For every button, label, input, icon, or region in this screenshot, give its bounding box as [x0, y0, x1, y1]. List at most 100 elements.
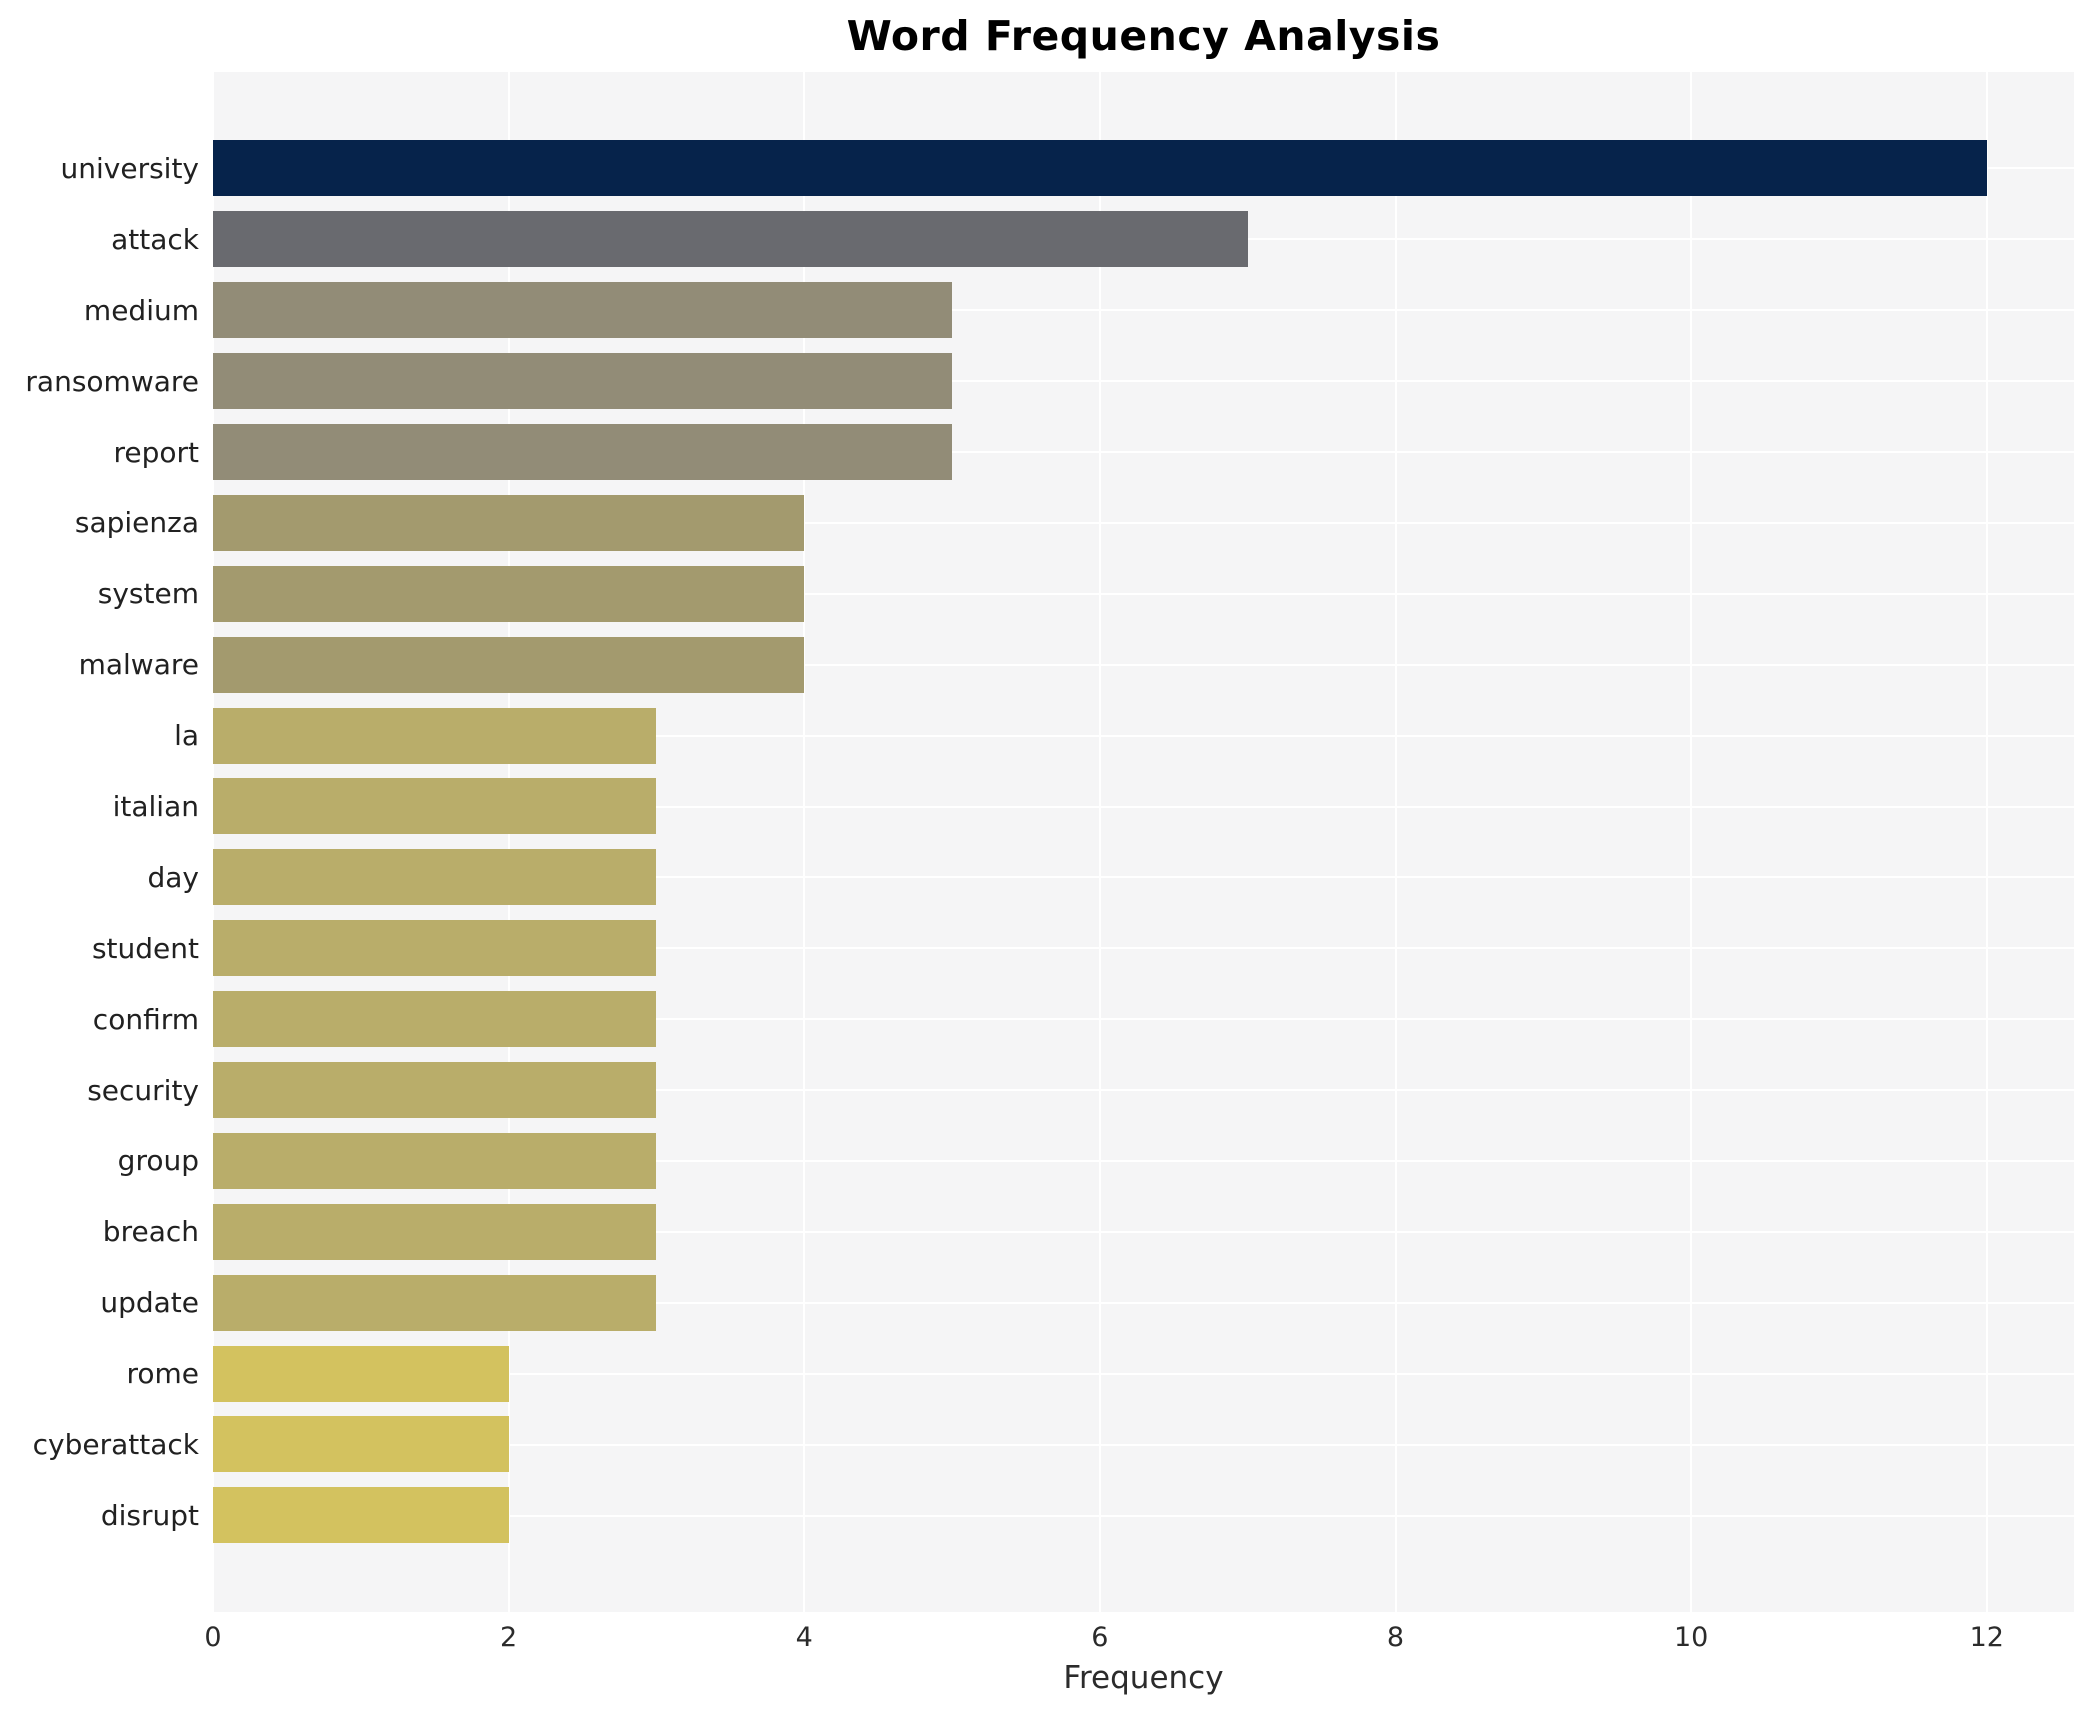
- title-row: Word Frequency Analysis: [213, 0, 2074, 72]
- y-tick-label: day: [147, 860, 199, 894]
- y-tick-label: report: [113, 435, 199, 469]
- bar-group: [213, 1132, 657, 1189]
- y-gridline: [213, 1514, 2074, 1517]
- x-gridline: [507, 72, 510, 1612]
- bar-row: [213, 1196, 2074, 1267]
- y-gridline: [213, 309, 2074, 312]
- y-gridline: [213, 380, 2074, 383]
- y-gridline: [213, 805, 2074, 808]
- bar-row: [213, 1338, 2074, 1409]
- bar-rome: [213, 1345, 509, 1402]
- bar-row: [213, 1055, 2074, 1126]
- bar-row: [213, 133, 2074, 204]
- y-tick-label: ransomware: [25, 364, 199, 398]
- y-tick-label: student: [91, 931, 199, 965]
- x-tick-label: 0: [204, 1622, 222, 1653]
- y-gridline: [213, 1089, 2074, 1092]
- bar-la: [213, 707, 657, 764]
- bar-sapienza: [213, 494, 805, 551]
- y-gridline: [213, 734, 2074, 737]
- x-gridline: [1394, 72, 1397, 1612]
- bars-layer: [213, 72, 2074, 1551]
- chart-title: Word Frequency Analysis: [846, 12, 1441, 60]
- y-tick-label: malware: [78, 648, 199, 682]
- y-gridline: [213, 947, 2074, 950]
- x-axis-row: 0 2 4 6 8 10 12: [0, 1612, 2093, 1660]
- y-gridline: [213, 1301, 2074, 1304]
- y-gridline: [213, 1018, 2074, 1021]
- y-gridline: [213, 1160, 2074, 1163]
- bar-disrupt: [213, 1487, 509, 1544]
- y-gridline: [213, 451, 2074, 454]
- bar-report: [213, 424, 953, 480]
- x-tick-label: 8: [1386, 1622, 1405, 1653]
- x-axis-spacer: [0, 1612, 213, 1660]
- x-tick-label: 12: [1969, 1622, 2004, 1653]
- bar-system: [213, 565, 805, 622]
- x-axis-label: Frequency: [1063, 1660, 1224, 1696]
- bar-row: [213, 913, 2074, 984]
- y-tick-label: medium: [83, 293, 199, 327]
- bar-row: [213, 984, 2074, 1055]
- bar-row: [213, 1480, 2074, 1551]
- bar-security: [213, 1062, 657, 1119]
- bar-cyberattack: [213, 1416, 509, 1473]
- y-gridline: [213, 1230, 2074, 1233]
- bar-attack: [213, 211, 1248, 268]
- x-gridline: [1098, 72, 1101, 1612]
- y-tick-label: sapienza: [74, 506, 199, 540]
- bar-student: [213, 920, 657, 977]
- y-axis-labels: university attack medium ransomware report sa…: [0, 72, 213, 1612]
- y-tick-label: security: [87, 1073, 199, 1107]
- y-tick-label: attack: [111, 222, 199, 256]
- bar-row: [213, 417, 2074, 488]
- x-tick-label: 6: [1091, 1622, 1109, 1653]
- y-tick-label: italian: [112, 789, 199, 823]
- x-axis-label-row: Frequency: [213, 1660, 2074, 1696]
- bar-row: [213, 700, 2074, 771]
- bar-row: [213, 771, 2074, 842]
- plot-area: [212, 72, 2074, 1612]
- y-gridline: [213, 876, 2074, 879]
- x-tick-label: 4: [795, 1622, 813, 1653]
- bar-malware: [213, 636, 805, 693]
- x-gridline: [212, 72, 214, 1612]
- bar-ransomware: [213, 353, 953, 410]
- y-gridline: [213, 592, 2074, 595]
- chart-body: university attack medium ransomware report sa…: [0, 72, 2093, 1612]
- y-tick-label: confirm: [92, 1002, 199, 1036]
- bar-day: [213, 849, 657, 906]
- x-axis: 0 2 4 6 8 10 12: [204, 1612, 2074, 1660]
- bar-row: [213, 558, 2074, 629]
- bar-row: [213, 275, 2074, 346]
- y-tick-label: university: [60, 151, 200, 185]
- x-gridline: [1985, 72, 1988, 1612]
- bar-italian: [213, 778, 657, 835]
- y-tick-label: breach: [102, 1215, 199, 1249]
- bar-row: [213, 1267, 2074, 1338]
- y-tick-label: cyberattack: [32, 1427, 199, 1461]
- x-gridline: [803, 72, 806, 1612]
- y-gridline: [213, 521, 2074, 524]
- y-tick-label: update: [100, 1286, 199, 1320]
- y-gridline: [213, 1372, 2074, 1375]
- y-tick-label: la: [174, 719, 199, 753]
- bar-update: [213, 1274, 657, 1331]
- x-tick-label: 2: [500, 1622, 518, 1653]
- bar-row: [213, 1409, 2074, 1480]
- bar-confirm: [213, 991, 657, 1048]
- y-tick-label: group: [117, 1144, 199, 1178]
- y-gridline: [213, 1443, 2074, 1446]
- y-tick-label: rome: [126, 1357, 199, 1391]
- bar-row: [213, 629, 2074, 700]
- y-gridline: [213, 663, 2074, 666]
- bar-university: [213, 140, 1987, 197]
- bar-row: [213, 204, 2074, 275]
- x-gridline: [1690, 72, 1693, 1612]
- y-tick-label: disrupt: [100, 1498, 199, 1532]
- bar-row: [213, 1125, 2074, 1196]
- bar-medium: [213, 282, 953, 339]
- bar-row: [213, 346, 2074, 417]
- bar-row: [213, 842, 2074, 913]
